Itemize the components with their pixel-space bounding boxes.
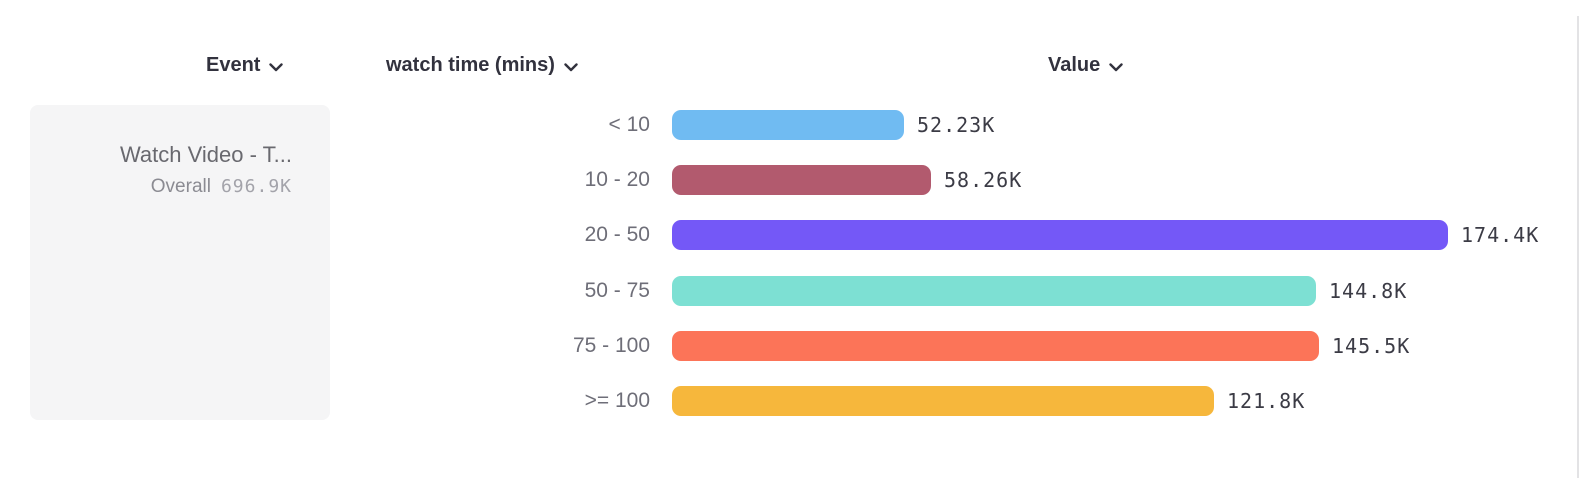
column-header-event[interactable]: Event (206, 53, 284, 78)
column-header-value[interactable]: Value (1048, 53, 1123, 78)
bar-track: 121.8K (672, 386, 1584, 417)
chart-row: < 10 52.23K (0, 97, 1584, 152)
bar-segment[interactable] (672, 164, 931, 195)
bar-value-label: 174.4K (1461, 223, 1540, 248)
bucket-label: 20 - 50 (584, 223, 650, 247)
column-header-watch-time[interactable]: watch time (mins) (386, 53, 578, 78)
chart-row: 50 - 75 144.8K (0, 263, 1584, 318)
bar-chart: < 10 52.23K 10 - 20 58.26K 20 - 50 174.4K 50 -… (0, 97, 1584, 429)
bar-segment[interactable] (672, 275, 1316, 306)
overall-value: 696.9K (220, 176, 292, 197)
event-card[interactable]: Watch Video - T... Overall 696.9K (30, 105, 330, 420)
chart-row: 20 - 50 174.4K (0, 208, 1584, 263)
bar-track: 52.23K (672, 109, 1584, 140)
event-name: Watch Video - T... (119, 142, 292, 167)
bar-track: 144.8K (672, 275, 1584, 306)
bar-value-label: 145.5K (1332, 333, 1411, 358)
right-edge-divider (1577, 16, 1579, 478)
chart-row: 10 - 20 58.26K (0, 152, 1584, 207)
chart-row: >= 100 121.8K (0, 373, 1584, 428)
bar-value-label: 144.8K (1329, 278, 1408, 303)
overall-label: Overall (150, 176, 211, 197)
bucket-label: 10 - 20 (584, 167, 650, 191)
event-overall-row: Overall 696.9K (50, 176, 292, 198)
bar-value-label: 52.23K (917, 112, 996, 137)
column-header-value-label: Value (1048, 54, 1101, 76)
bar-segment[interactable] (672, 386, 1214, 417)
bar-segment[interactable] (672, 330, 1319, 361)
chart-row: 75 - 100 145.5K (0, 318, 1584, 373)
chevron-down-icon (269, 55, 284, 78)
bucket-label: >= 100 (584, 389, 650, 413)
chevron-down-icon (564, 55, 578, 78)
bar-track: 58.26K (672, 164, 1584, 195)
bar-segment[interactable] (672, 109, 904, 140)
bucket-label: 75 - 100 (572, 333, 650, 357)
chevron-down-icon (1109, 55, 1123, 78)
bar-segment[interactable] (672, 220, 1448, 251)
column-header-event-label: Event (206, 54, 261, 76)
bar-track: 174.4K (672, 220, 1584, 251)
bar-value-label: 58.26K (944, 167, 1023, 192)
bar-value-label: 121.8K (1227, 389, 1306, 414)
column-header-watch-time-label: watch time (mins) (386, 54, 555, 76)
bar-track: 145.5K (672, 330, 1584, 361)
bucket-label: 50 - 75 (584, 278, 650, 302)
bucket-label: < 10 (608, 112, 650, 136)
